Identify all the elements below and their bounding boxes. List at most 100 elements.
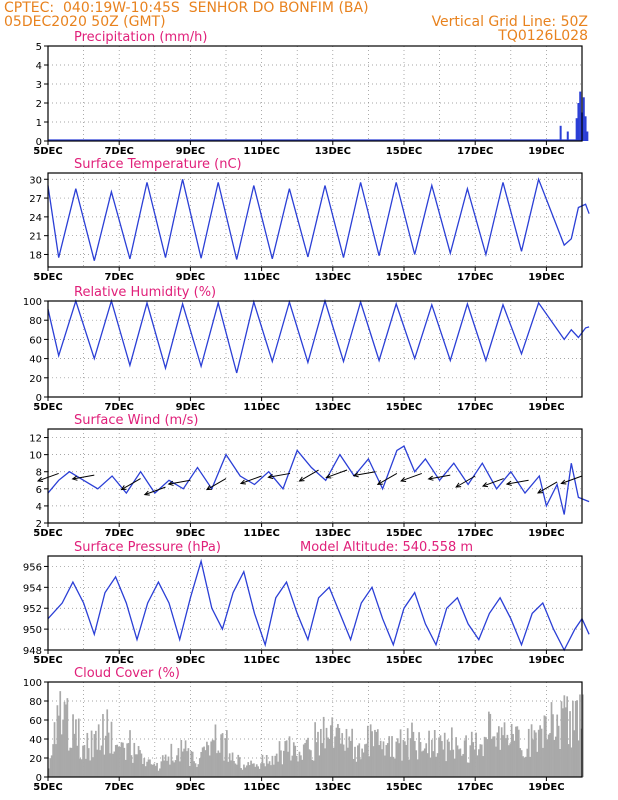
y-tick-label: 6 <box>36 485 42 496</box>
cloud-bar <box>224 738 227 777</box>
cloud-bar <box>129 730 131 777</box>
cloud-bar <box>567 744 570 777</box>
cloud-bar <box>364 744 366 777</box>
cloud-bar <box>480 744 483 777</box>
x-tick-label: 19DEC <box>528 655 564 666</box>
cloud-bar <box>177 748 180 777</box>
cloud-bar <box>201 747 204 777</box>
cloud-bar <box>371 731 373 777</box>
x-tick-label: 19DEC <box>528 782 564 793</box>
series-line <box>47 298 590 374</box>
x-tick-label: 17DEC <box>457 146 493 157</box>
cloud-bar <box>546 739 549 777</box>
cloud-bar <box>233 760 235 777</box>
cloud-bar <box>338 728 341 777</box>
cloud-bar <box>535 732 537 777</box>
cloud-bar <box>354 746 356 777</box>
cloud-bar <box>194 763 197 777</box>
x-tick-label: 9DEC <box>176 146 205 157</box>
cloud-bar <box>529 756 532 777</box>
cloud-bar <box>319 728 322 777</box>
cloud-bar <box>96 749 99 777</box>
cloud-bar <box>423 748 426 777</box>
x-tick-label: 13DEC <box>315 272 351 283</box>
cloud-bar <box>329 725 332 777</box>
cloud-bar <box>438 737 440 777</box>
cloud-bar <box>169 764 171 777</box>
cloud-bar <box>466 762 469 777</box>
cloud-bar <box>282 750 285 777</box>
wind-vector-head <box>537 488 544 494</box>
precip-bar <box>566 131 569 141</box>
cloud-bar <box>332 747 335 777</box>
cloud-bar <box>579 694 581 777</box>
cloud-bar <box>86 732 89 777</box>
series-line <box>47 445 590 515</box>
cloud-bar <box>245 765 248 777</box>
cloud-bar <box>231 752 234 777</box>
y-tick-label: 40 <box>29 735 42 746</box>
y-tick-label: 18 <box>29 250 42 261</box>
cloud-bar <box>268 761 271 777</box>
cloud-bar <box>106 709 109 777</box>
cloud-bar <box>307 737 309 777</box>
cloud-bar <box>311 759 314 777</box>
wind-vector <box>240 475 262 484</box>
cloud-bar <box>366 725 369 777</box>
cloud-bar <box>396 738 399 777</box>
cloud-bar <box>164 754 167 777</box>
cloud-bar <box>87 748 90 777</box>
cloud-bar <box>173 762 176 777</box>
cloud-bar <box>441 741 443 777</box>
cloud-bar <box>186 751 188 777</box>
wind-vector-head <box>120 485 127 491</box>
y-tick-label: 5 <box>36 42 42 53</box>
x-tick-label: 9DEC <box>176 782 205 793</box>
cloud-bar <box>349 740 352 777</box>
cloud-bar <box>327 737 329 777</box>
y-tick-label: 1 <box>36 118 42 129</box>
cloud-bar <box>170 743 173 777</box>
panel-frame <box>47 300 583 398</box>
cloud-bar <box>462 754 465 777</box>
cloud-bar <box>418 732 420 777</box>
y-tick-label: 954 <box>23 583 42 594</box>
wind-vector-head <box>560 479 567 485</box>
precip-bar <box>559 125 562 141</box>
cloud-bar <box>260 763 262 777</box>
cloud-bar <box>517 729 520 777</box>
x-tick-label: 7DEC <box>104 146 133 157</box>
panel-subtitle: Model Altitude: 540.558 m <box>300 540 473 555</box>
y-tick-label: 30 <box>29 175 42 186</box>
cloud-bar <box>274 755 277 777</box>
cloud-bar <box>459 748 462 777</box>
wind-vector-head <box>481 482 489 488</box>
cloud-bar <box>52 744 54 777</box>
cloud-bar <box>525 756 527 777</box>
wind-vector-head <box>71 475 78 481</box>
wind-vector <box>561 475 583 484</box>
cloud-bar <box>117 746 120 777</box>
y-tick-label: 2 <box>36 519 42 530</box>
cloud-bar <box>337 724 339 777</box>
cloud-bar <box>328 738 331 777</box>
cloud-bar <box>520 750 523 777</box>
cloud-bar <box>218 752 221 777</box>
cloud-bar <box>573 730 576 777</box>
cloud-bar <box>421 751 423 777</box>
cloud-bar <box>560 701 563 777</box>
cloud-bar <box>63 701 66 777</box>
cloud-bar <box>176 755 178 777</box>
cloud-bar <box>241 769 244 777</box>
cloud-bar <box>405 744 408 777</box>
x-tick-label: 15DEC <box>386 528 422 539</box>
cloud-bar <box>493 736 496 777</box>
y-tick-label: 20 <box>29 754 42 765</box>
wind-vector <box>353 471 376 477</box>
x-tick-label: 9DEC <box>176 402 205 413</box>
cloud-bar <box>347 747 349 777</box>
cloud-bar <box>412 731 415 777</box>
cloud-bar <box>258 768 261 777</box>
x-tick-label: 7DEC <box>104 782 133 793</box>
cloud-bar <box>564 707 567 777</box>
